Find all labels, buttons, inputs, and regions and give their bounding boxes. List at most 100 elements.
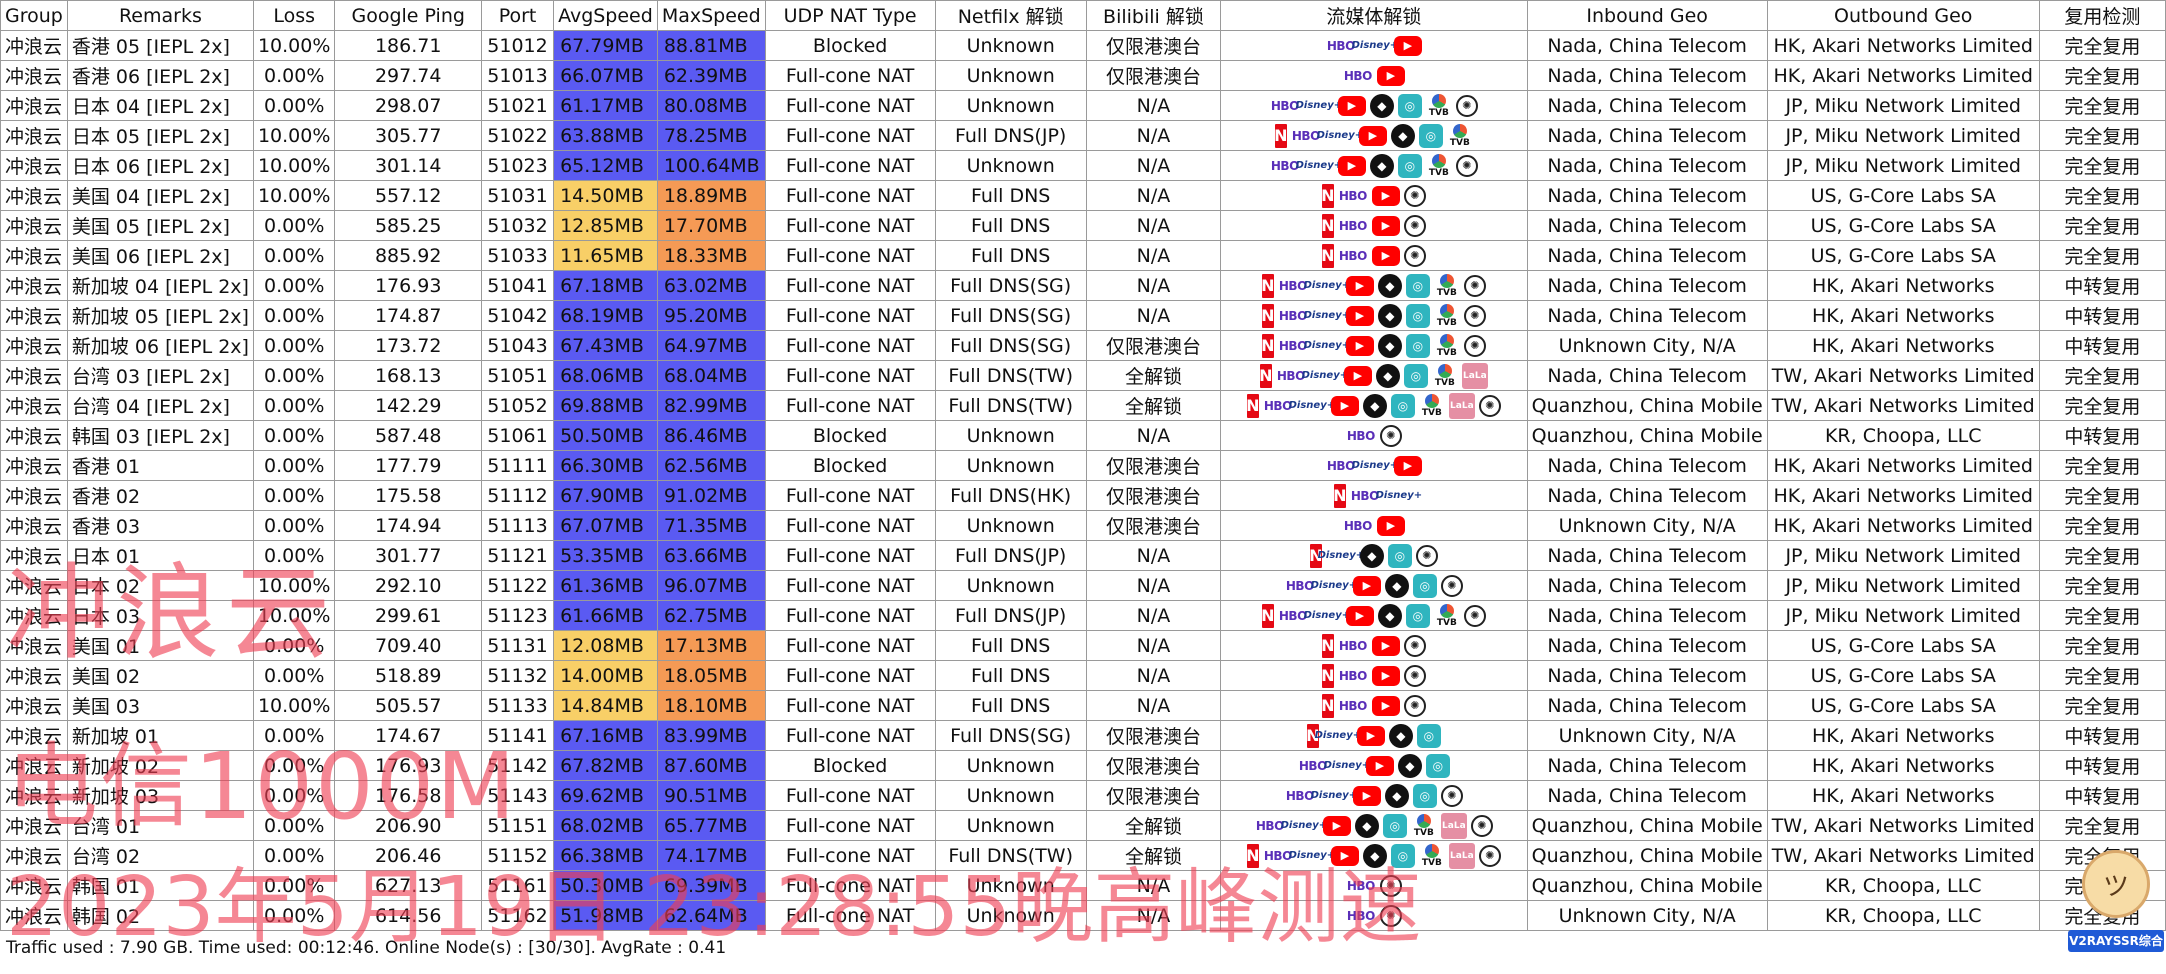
disney-icon: Disney+ [1317, 550, 1365, 561]
abema-icon: ◆ [1375, 363, 1400, 388]
cell-inbound-geo: Nada, China Telecom [1526, 630, 1768, 661]
cell-avg-speed: 14.84MB [553, 690, 658, 721]
youtube-icon: ▶ [1322, 815, 1351, 836]
cell-avg-speed: 67.16MB [553, 720, 658, 751]
cell-port: 51021 [480, 90, 555, 121]
cell-reuse-check: 完全复用 [2038, 60, 2166, 91]
cell-streaming-unlock: HBO Disney+ ▶ ◆ ◎ [1220, 750, 1528, 781]
cell-max-speed: 69.39MB [656, 870, 766, 901]
youtube-icon: ▶ [1345, 335, 1374, 356]
cell-bilibili-unlock: 全解锁 [1085, 390, 1222, 421]
cell-remarks: 日本 02 [66, 570, 254, 601]
abema-icon: ◆ [1377, 603, 1402, 628]
cell-streaming-unlock: N HBO Disney+ ▶ ◆ ◎ TVB [1220, 120, 1528, 151]
cell-group: 冲浪云 [0, 900, 68, 931]
cell-max-speed: 68.04MB [656, 360, 766, 391]
hbo-icon: HBO [1276, 368, 1305, 383]
streaming-icons: HBO Disney+ ▶ ◆ ◎ TVB ✺ [1225, 152, 1523, 180]
cell-max-speed: 18.89MB [656, 180, 766, 211]
cell-google-ping: 176.93 [334, 750, 482, 781]
cell-google-ping: 142.29 [334, 390, 482, 421]
cell-google-ping: 301.77 [334, 540, 482, 571]
cell-max-speed: 71.35MB [656, 510, 766, 541]
cell-bilibili-unlock: 仅限港澳台 [1085, 30, 1222, 61]
cell-remarks: 美国 02 [66, 660, 254, 691]
cell-bilibili-unlock: 仅限港澳台 [1085, 60, 1222, 91]
cell-group: 冲浪云 [0, 360, 68, 391]
cell-port: 51123 [480, 600, 555, 631]
cell-bilibili-unlock: N/A [1085, 120, 1222, 151]
disney-icon: Disney+ [1310, 580, 1358, 591]
cell-streaming-unlock: HBO Disney+ ▶ ◆ ◎ ✺ [1220, 780, 1528, 811]
lala-icon: LaLa [1448, 842, 1475, 869]
cell-max-speed: 62.75MB [656, 600, 766, 631]
cell-google-ping: 709.40 [334, 630, 482, 661]
cell-streaming-unlock: N HBO Disney+ ▶ ◆ ◎ TVB ✺ [1220, 600, 1528, 631]
chatgpt-icon: ✺ [1463, 604, 1486, 627]
hbo-icon: HBO [1285, 578, 1314, 593]
chatgpt-icon: ✺ [1403, 244, 1426, 267]
cell-streaming-unlock: HBO ✺ [1220, 900, 1528, 931]
streaming-icons: HBO ▶ [1225, 512, 1523, 540]
cell-bilibili-unlock: 仅限港澳台 [1085, 510, 1222, 541]
cell-remarks: 美国 01 [66, 630, 254, 661]
cell-max-speed: 96.07MB [656, 570, 766, 601]
netflix-icon: N [1321, 183, 1335, 208]
cell-remarks: 日本 03 [66, 600, 254, 631]
youtube-icon: ▶ [1371, 215, 1400, 236]
hbo-icon: HBO [1291, 128, 1320, 143]
chatgpt-icon: ✺ [1440, 784, 1463, 807]
cell-outbound-geo: JP, Miku Network Limited [1766, 600, 2040, 631]
cell-max-speed: 62.64MB [656, 900, 766, 931]
cell-netflix-unlock: Unknown [934, 150, 1087, 181]
tvb-icon: TVB [1432, 363, 1458, 389]
cell-google-ping: 186.71 [334, 30, 482, 61]
youtube-icon: ▶ [1376, 65, 1405, 86]
chatgpt-icon: ✺ [1379, 874, 1402, 897]
cell-max-speed: 86.46MB [656, 420, 766, 451]
netflix-icon: N [1309, 543, 1323, 568]
youtube-icon: ▶ [1330, 395, 1359, 416]
netflix-icon: N [1261, 333, 1275, 358]
cell-port: 51133 [480, 690, 555, 721]
cell-avg-speed: 50.30MB [553, 870, 658, 901]
cell-inbound-geo: Nada, China Telecom [1526, 780, 1768, 811]
chatgpt-icon: ✺ [1463, 304, 1486, 327]
cell-bilibili-unlock: 全解锁 [1085, 810, 1222, 841]
youtube-icon: ▶ [1352, 785, 1381, 806]
cell-streaming-unlock: HBO Disney+ ▶ ◆ ◎ ✺ [1220, 570, 1528, 601]
cell-reuse-check: 完全复用 [2038, 660, 2166, 691]
table-row: 冲浪云 美国 04 [IEPL 2x] 10.00% 557.12 51031 14.50… [0, 180, 2166, 211]
cell-avg-speed: 66.30MB [553, 450, 658, 481]
cell-remarks: 美国 05 [IEPL 2x] [66, 210, 254, 241]
cell-avg-speed: 68.06MB [553, 360, 658, 391]
cell-max-speed: 63.66MB [656, 540, 766, 571]
cell-outbound-geo: HK, Akari Networks Limited [1766, 30, 2040, 61]
cell-avg-speed: 61.17MB [553, 90, 658, 121]
table-row: 冲浪云 美国 01 0.00% 709.40 51131 12.08MB 17.13MB Fu… [0, 630, 2166, 661]
cell-google-ping: 177.79 [334, 450, 482, 481]
cell-port: 51143 [480, 780, 555, 811]
cell-loss: 0.00% [252, 510, 336, 541]
hbo-icon: HBO [1270, 158, 1299, 173]
cell-max-speed: 88.81MB [656, 30, 766, 61]
cell-remarks: 台湾 03 [IEPL 2x] [66, 360, 254, 391]
streaming-icons: N HBO Disney+ ▶ ◆ ◎ TVB ✺ [1225, 332, 1523, 360]
table-row: 冲浪云 日本 02 10.00% 292.10 51122 61.36MB 96.07MB F… [0, 570, 2166, 601]
youtube-icon: ▶ [1371, 695, 1400, 716]
table-row: 冲浪云 日本 04 [IEPL 2x] 0.00% 298.07 51021 61.17M… [0, 90, 2166, 121]
cell-outbound-geo: HK, Akari Networks [1766, 750, 2040, 781]
cell-outbound-geo: HK, Akari Networks [1766, 270, 2040, 301]
cell-outbound-geo: TW, Akari Networks Limited [1766, 840, 2040, 871]
speedtest-table: Group Remarks Loss Google Ping Port AvgSpeed M… [0, 0, 2166, 931]
cell-google-ping: 614.56 [334, 900, 482, 931]
cell-reuse-check: 完全复用 [2038, 450, 2166, 481]
cell-remarks: 新加坡 06 [IEPL 2x] [66, 330, 254, 361]
cell-outbound-geo: JP, Miku Network Limited [1766, 570, 2040, 601]
cell-port: 51041 [480, 270, 555, 301]
cell-udp-nat-type: Full-cone NAT [764, 780, 936, 811]
table-row: 冲浪云 韩国 03 [IEPL 2x] 0.00% 587.48 51061 50.50M… [0, 420, 2166, 451]
hbo-icon: HBO [1338, 668, 1367, 683]
youtube-icon: ▶ [1393, 35, 1422, 56]
cell-port: 51122 [480, 570, 555, 601]
